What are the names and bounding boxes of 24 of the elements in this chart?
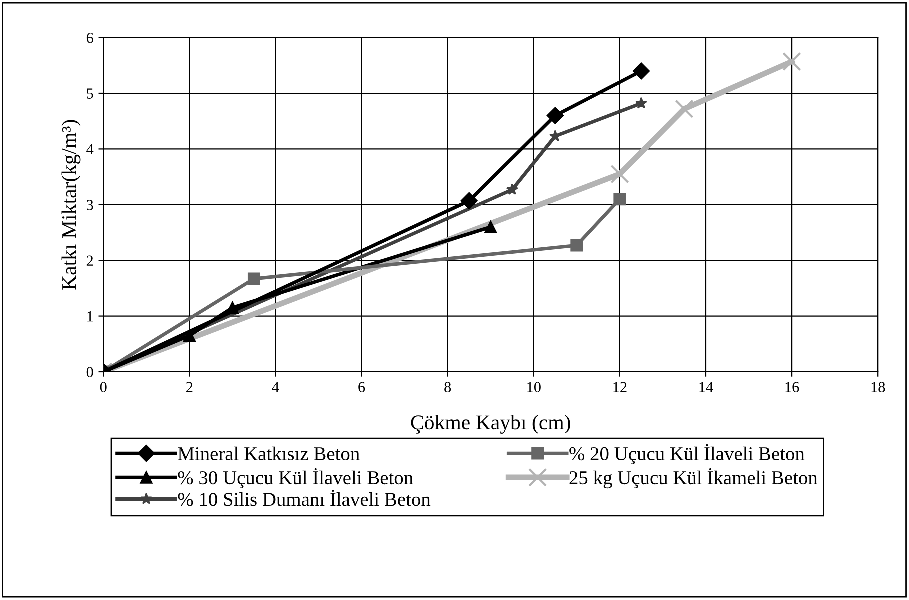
y-tick-label: 0: [86, 367, 94, 378]
legend-label: 25 kg Uçucu Kül İkameli Beton: [570, 468, 818, 489]
y-tick-label: 4: [86, 144, 94, 154]
x-tick-label: 6: [358, 382, 366, 392]
legend-label: % 10 Silis Dumanı İlaveli Beton: [178, 490, 431, 506]
x-tick-label: 8: [444, 382, 452, 392]
y-axis-title: Katkı Miktar(kg/m³): [62, 120, 81, 290]
legend-label: % 20 Uçucu Kül İlaveli Beton: [570, 444, 805, 464]
y-tick-label: 3: [86, 200, 94, 210]
x-axis-title: Çökme Kaybı (cm): [411, 415, 570, 434]
x-tick-label: 2: [186, 382, 193, 392]
x-tick-label: 4: [272, 382, 280, 392]
x-tick-label: 10: [528, 382, 541, 392]
x-tick-label: 12: [614, 382, 627, 392]
y-tick-label: 1: [88, 312, 93, 322]
x-tick-label: 18: [872, 382, 886, 392]
y-tick-label: 5: [87, 88, 94, 99]
x-tick-label: 16: [786, 382, 800, 392]
y-tick-label: 2: [86, 256, 94, 266]
legend-label: Mineral Katkısız Beton: [178, 446, 360, 461]
x-tick-label: 14: [700, 382, 714, 392]
legend-label: % 30 Uçucu Kül İlaveli Beton: [178, 468, 414, 489]
y-tick-label: 6: [86, 32, 94, 44]
x-tick-label: 0: [100, 382, 107, 392]
